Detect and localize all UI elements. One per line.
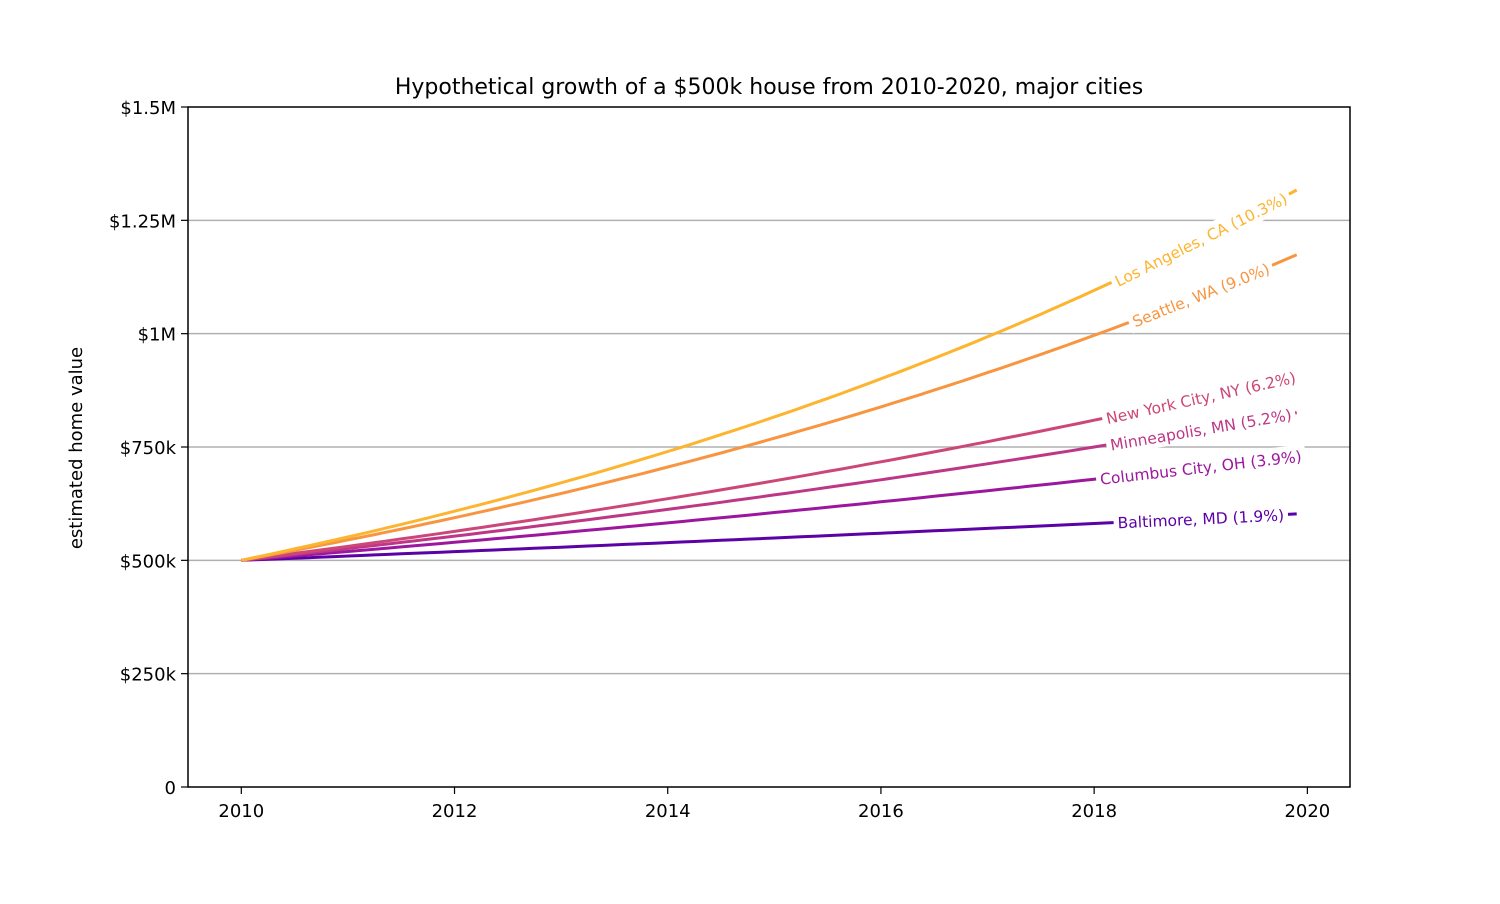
series-label: Columbus City, OH (3.9%): [1099, 448, 1302, 489]
series-label-background: [1104, 402, 1298, 457]
series-label-background: [1107, 185, 1295, 294]
series-label-background: [1113, 503, 1289, 534]
series-label-background: [1125, 255, 1277, 334]
y-tick-label: $1M: [138, 325, 176, 346]
x-tick-label: 2010: [218, 801, 264, 822]
x-axis: 2010 2012 2014 2016 2018 2020: [218, 787, 1330, 822]
x-tick-label: 2016: [858, 801, 904, 822]
x-tick-label: 2012: [432, 801, 478, 822]
line-label-layer: Baltimore, MD (1.9%) Columbus City, OH (3…: [1094, 185, 1307, 534]
y-tick-label: $750k: [120, 438, 177, 459]
line-layer: [240, 188, 1298, 562]
x-tick-label: 2018: [1071, 801, 1117, 822]
y-tick-label: $1.5M: [120, 98, 176, 119]
y-tick-label: $250k: [120, 665, 177, 686]
series-label-background: [1099, 365, 1302, 430]
chart-title: Hypothetical growth of a $500k house fro…: [395, 75, 1143, 100]
series-label-background: [1094, 444, 1307, 491]
grid-layer: [188, 219, 1350, 675]
y-tick-label: $500k: [120, 551, 177, 572]
x-tick-label: 2020: [1284, 801, 1330, 822]
y-axis-label: estimated home value: [66, 347, 87, 549]
y-tick-label: 0: [165, 778, 176, 799]
y-axis: 0 $250k $500k $750k $1M $1.25M $1.5M: [109, 98, 188, 799]
x-tick-label: 2014: [645, 801, 691, 822]
y-tick-label: $1.25M: [109, 211, 176, 232]
series-label-group: Baltimore, MD (1.9%): [1113, 503, 1289, 534]
series-line: [240, 188, 1298, 562]
